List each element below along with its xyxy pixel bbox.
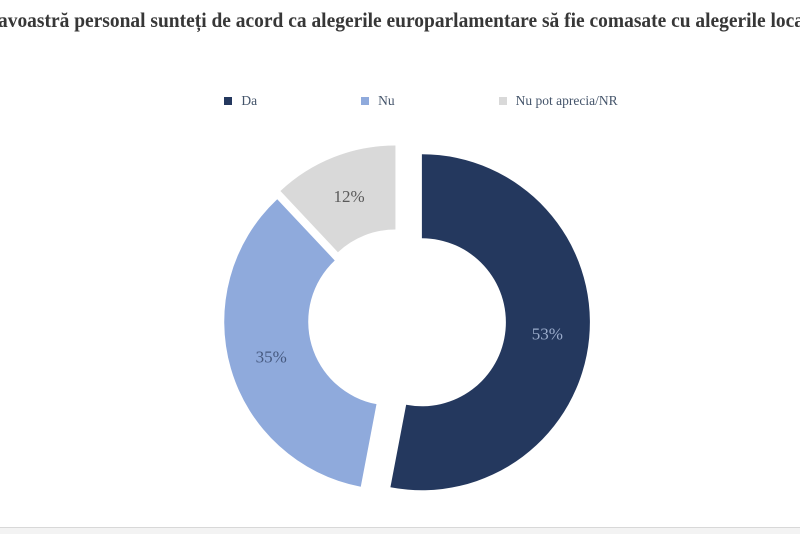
data-label-nu-pot-aprecia-nr: 12%	[333, 187, 364, 206]
chart-title: avoastră personal sunteți de acord ca al…	[0, 6, 800, 34]
legend-label-nu: Nu	[378, 93, 395, 108]
legend-item-da: Da	[224, 93, 257, 109]
legend-label-da: Da	[241, 93, 258, 108]
slice-nu-pot-aprecia-nr	[280, 145, 396, 253]
legend-item-nu: Nu	[361, 93, 395, 109]
data-label-nu: 35%	[256, 347, 287, 366]
footer-strip	[0, 527, 800, 534]
legend-swatch-nr-icon	[498, 97, 507, 105]
legend-swatch-nu-icon	[361, 97, 370, 105]
slice-da	[390, 154, 590, 491]
legend-swatch-da-icon	[224, 97, 233, 105]
data-label-da: 53%	[532, 325, 563, 344]
slice-nu	[224, 199, 377, 487]
chart-legend: Da Nu Nu pot aprecia/NR	[21, 90, 800, 112]
legend-label-nr: Nu pot aprecia/NR	[515, 93, 618, 108]
chart-title-text: avoastră personal sunteți de acord ca al…	[0, 8, 800, 32]
legend-item-nr: Nu pot aprecia/NR	[498, 93, 618, 109]
